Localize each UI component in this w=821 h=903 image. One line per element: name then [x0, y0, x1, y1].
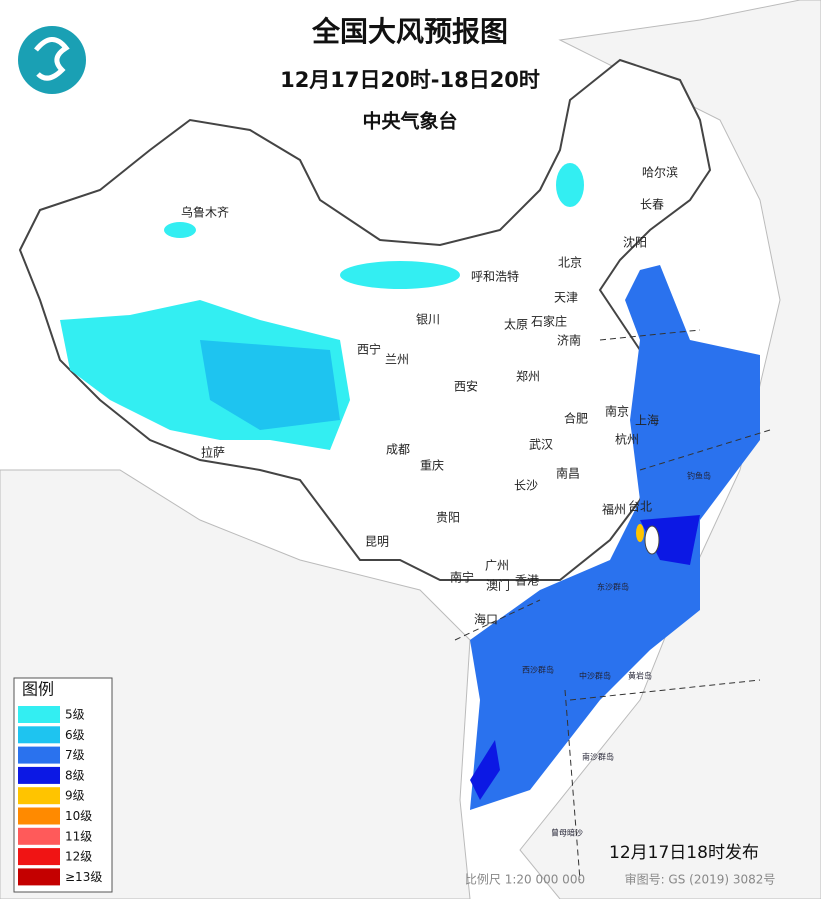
legend-label: 7级: [65, 748, 85, 762]
island: 曾母暗沙: [551, 828, 583, 838]
legend-swatch: [18, 827, 60, 845]
city: 南宁: [450, 570, 474, 585]
logo: [18, 26, 86, 94]
subtitle: 12月17日20时-18日20时: [280, 68, 540, 92]
city: 拉萨: [201, 445, 225, 460]
legend-swatch: [18, 746, 60, 764]
city: 杭州: [615, 432, 639, 447]
island: 东沙群岛: [597, 582, 629, 592]
city: 西安: [454, 379, 478, 394]
city: 香港: [515, 574, 539, 588]
city: 重庆: [420, 459, 444, 473]
city: 海口: [474, 612, 498, 627]
city: 广州: [485, 559, 509, 573]
city: 北京: [558, 256, 582, 270]
city: 台北: [628, 499, 652, 514]
neighbor-land: [519, 0, 821, 900]
city: 沈阳: [623, 235, 647, 250]
city: 福州: [602, 502, 626, 517]
scale: 比例尺 1:20 000 000: [465, 873, 585, 887]
legend-label: 12级: [65, 850, 92, 864]
issuer: 中央气象台: [362, 110, 457, 133]
city: 上海: [635, 413, 659, 428]
city: 兰州: [385, 353, 409, 367]
legend-swatch: [18, 726, 60, 744]
city: 太原: [504, 317, 528, 332]
legend-swatch: [18, 868, 60, 886]
city: 昆明: [365, 535, 389, 549]
title: 全国大风预报图: [311, 15, 508, 48]
legend-title: 图例: [22, 680, 54, 699]
city: 天津: [554, 291, 578, 305]
city: 济南: [557, 333, 581, 348]
island: 钓鱼岛: [687, 471, 711, 481]
wind-area-6: [200, 340, 340, 430]
city: 南京: [605, 404, 629, 419]
wind-area-5: [164, 222, 196, 238]
city: 呼和浩特: [471, 269, 519, 284]
taiwan: [644, 525, 660, 555]
city: 澳门: [486, 578, 510, 593]
legend-swatch: [18, 807, 60, 825]
legend-swatch: [18, 766, 60, 784]
island-labels: 钓鱼岛 东沙群岛 西沙群岛 中沙群岛 黄岩岛 南沙群岛 曾母暗沙: [522, 471, 711, 838]
city-labels: 乌鲁木齐 哈尔滨 长春 沈阳 北京 天津 呼和浩特 银川 太原 石家庄 济南 西…: [181, 165, 678, 627]
city: 郑州: [516, 369, 540, 384]
legend-label: 5级: [65, 708, 85, 722]
legend-swatch: [18, 706, 60, 723]
wind-area-5: [340, 261, 460, 289]
legend-label: 8级: [65, 768, 85, 782]
island: 中沙群岛: [579, 671, 611, 681]
island: 西沙群岛: [522, 665, 554, 675]
island: 南沙群岛: [582, 752, 614, 762]
city: 长春: [640, 198, 664, 212]
legend: 5级 6级 7级 8级 9级 10级 11级 12级 ≥13级: [18, 706, 102, 886]
city: 贵阳: [436, 511, 460, 525]
city: 长沙: [514, 479, 538, 493]
legend-swatch: [18, 787, 60, 805]
legend-label: 6级: [65, 728, 85, 742]
city: 武汉: [529, 438, 553, 452]
city: 成都: [386, 443, 410, 457]
city: 西宁: [357, 342, 381, 357]
city: 哈尔滨: [642, 165, 678, 180]
wind-area-8: [470, 740, 500, 800]
wind-area-7: [470, 265, 760, 810]
city: 南昌: [556, 466, 580, 481]
legend-label: 11级: [65, 829, 92, 843]
release-time: 12月17日18时发布: [609, 843, 759, 863]
china-outline: [18, 58, 712, 581]
legend-label: 9级: [65, 789, 85, 803]
review-number: 审图号: GS (2019) 3082号: [625, 872, 776, 887]
legend-label: 10级: [65, 809, 92, 823]
sea-boundary: [454, 329, 771, 881]
legend-swatch: [18, 848, 60, 866]
legend-label: ≥13级: [65, 870, 102, 884]
city: 合肥: [564, 411, 588, 426]
logo-mark: [34, 37, 70, 81]
island: 黄岩岛: [628, 671, 652, 681]
wind-area-9: [636, 524, 644, 542]
city: 银川: [416, 313, 440, 327]
city: 石家庄: [531, 314, 567, 329]
city: 乌鲁木齐: [181, 205, 229, 220]
wind-area-5: [556, 163, 584, 207]
